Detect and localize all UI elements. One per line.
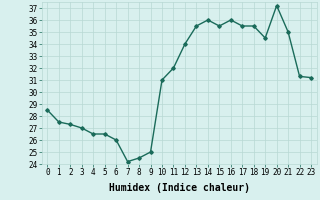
X-axis label: Humidex (Indice chaleur): Humidex (Indice chaleur) <box>109 183 250 193</box>
